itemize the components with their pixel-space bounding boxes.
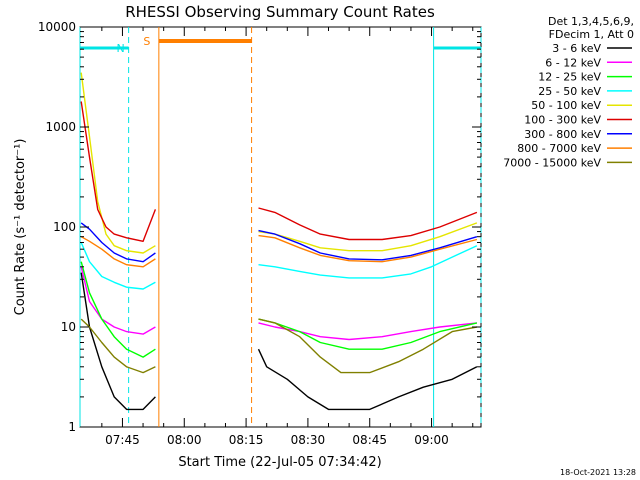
night-flag-label: N xyxy=(117,42,125,55)
x-tick-label: 07:45 xyxy=(105,433,140,447)
legend-label-100-300-keV: 100 - 300 keV xyxy=(524,114,601,127)
series-line-300-800-keV-kev-part1 xyxy=(80,222,156,263)
series-line-25-50-keV-kev-part2 xyxy=(258,245,478,279)
legend-label-3-6-keV: 3 - 6 keV xyxy=(552,42,601,55)
series-line-7000-15000-keV-kev-part2 xyxy=(258,318,478,374)
x-tick-label: 08:15 xyxy=(229,433,264,447)
legend-label-300-800-keV: 300 - 800 keV xyxy=(524,128,601,141)
series-line-300-800-keV-kev-part2 xyxy=(258,229,478,261)
series-layer xyxy=(80,72,478,411)
flags-layer: NS xyxy=(79,27,482,427)
chart-title: RHESSI Observing Summary Count Rates xyxy=(125,3,435,21)
series-line-12-25-keV-kev-part2 xyxy=(258,318,478,350)
legend-label-50-100-keV: 50 - 100 keV xyxy=(531,99,601,112)
x-tick-label: 08:00 xyxy=(167,433,202,447)
y-tick-label: 1 xyxy=(68,420,76,434)
legend-label-7000-15000-keV: 7000 - 15000 keV xyxy=(503,156,601,169)
y-tick-label: 10000 xyxy=(38,20,76,34)
legend-header-line-1: Det 1,3,4,5,6,9, xyxy=(548,15,634,28)
y-axis-label: Count Rate (s⁻¹ detector⁻¹) xyxy=(13,139,28,316)
plot-frame xyxy=(79,26,482,428)
series-line-6-12-keV-kev-part2 xyxy=(258,322,477,341)
legend-label-12-25-keV: 12 - 25 keV xyxy=(538,71,601,84)
x-tick-label: 08:30 xyxy=(291,433,326,447)
series-line-6-12-keV-kev-part1 xyxy=(80,266,156,335)
legend-header-line-2: FDecim 1, Att 0 xyxy=(549,28,634,41)
series-line-3-6-keV-kev-part2 xyxy=(257,348,478,411)
legend: Det 1,3,4,5,6,9, FDecim 1, Att 0 3 - 6 k… xyxy=(503,15,634,169)
series-line-25-50-keV-kev-part1 xyxy=(80,242,156,290)
axes-layer: 1 10 100 1000 10000 07:45 08:00 08:15 08:30 08:45… xyxy=(38,20,481,447)
series-line-50-100-keV-kev-part1 xyxy=(80,72,156,254)
y-tick-label: 10 xyxy=(61,320,76,334)
legend-label-25-50-keV: 25 - 50 keV xyxy=(538,85,601,98)
timestamp: 18-Oct-2021 13:28 xyxy=(560,468,636,477)
series-line-7000-15000-keV-kev-part1 xyxy=(80,318,156,374)
y-tick-label: 1000 xyxy=(45,120,76,134)
series-line-12-25-keV-kev-part1 xyxy=(80,261,156,358)
y-tick-label: 100 xyxy=(53,220,76,234)
saa-flag-label: S xyxy=(143,35,150,48)
x-axis-label: Start Time (22-Jul-05 07:34:42) xyxy=(178,455,381,470)
series-line-100-300-keV-kev-part1 xyxy=(80,101,157,243)
series-line-50-100-keV-kev-part2 xyxy=(258,222,478,252)
legend-label-6-12-keV: 6 - 12 keV xyxy=(545,56,601,69)
legend-label-800-7000-keV: 800 - 7000 keV xyxy=(517,142,601,155)
x-tick-label: 09:00 xyxy=(414,433,449,447)
series-line-800-7000-keV-kev-part2 xyxy=(258,234,478,263)
x-tick-label: 08:45 xyxy=(352,433,387,447)
series-line-800-7000-keV-kev-part1 xyxy=(80,236,156,268)
series-line-100-300-keV-kev-part2 xyxy=(258,207,478,241)
